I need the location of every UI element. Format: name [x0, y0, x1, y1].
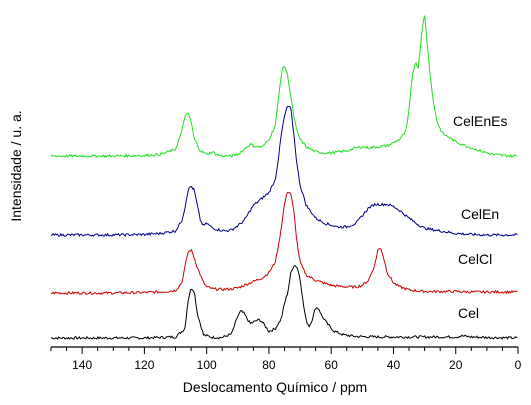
spectrum-traces	[50, 15, 518, 340]
x-tick-label: 80	[262, 358, 276, 372]
x-axis-label: Deslocamento Químico / ppm	[183, 379, 367, 395]
x-axis-ticks: 140 120 100 80 60 40 20 0	[50, 347, 522, 372]
series-line-celen	[50, 105, 518, 238]
x-tick-label: 60	[325, 358, 339, 372]
x-tick-label: 20	[449, 358, 463, 372]
x-tick-label: 120	[134, 358, 154, 372]
series-label-celenes: CelEnEs	[453, 113, 507, 129]
series-labels: Cel CelCl CelEn CelEnEs	[453, 113, 507, 321]
series-label-celcl: CelCl	[458, 251, 492, 267]
x-tick-label: 40	[387, 358, 401, 372]
x-tick-label: 100	[197, 358, 217, 372]
series-line-celenes	[50, 15, 518, 159]
series-label-celen: CelEn	[461, 206, 499, 222]
x-tick-label: 0	[515, 358, 522, 372]
x-tick-label: 140	[72, 358, 92, 372]
series-label-cel: Cel	[458, 305, 479, 321]
series-line-cel	[50, 265, 518, 340]
y-axis-label: Intensidade / u. a.	[8, 110, 24, 221]
series-line-celcl	[50, 191, 518, 295]
